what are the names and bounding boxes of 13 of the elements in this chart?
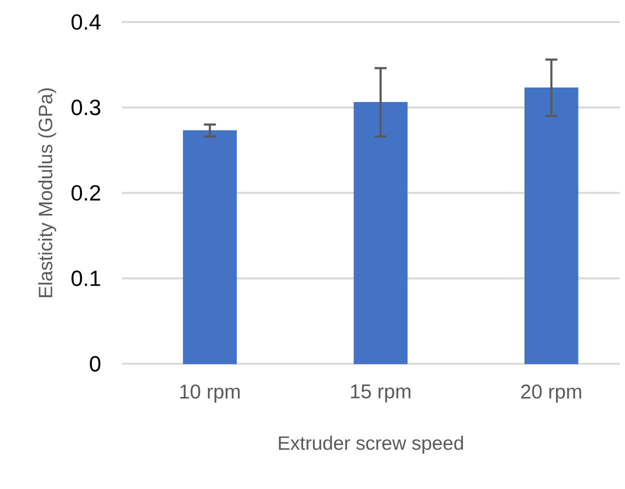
x-tick-label: 15 rpm (351, 384, 410, 402)
x-tick-label: 20 rpm (521, 384, 582, 403)
y-tick-label: 0.3 (72, 100, 100, 116)
y-tick-label: 0 (90, 356, 100, 372)
x-tick-label: 10 rpm (180, 384, 240, 403)
bar (524, 87, 578, 364)
bar (182, 130, 237, 364)
y-tick-label: 0.1 (72, 270, 100, 286)
y-axis-title: Elasticity Modulus (GPa) (38, 88, 56, 298)
x-axis-title: Extruder screw speed (278, 436, 463, 454)
y-tick-label: 0.2 (72, 185, 100, 201)
bar (354, 102, 408, 364)
y-tick-label: 0.4 (72, 14, 101, 30)
